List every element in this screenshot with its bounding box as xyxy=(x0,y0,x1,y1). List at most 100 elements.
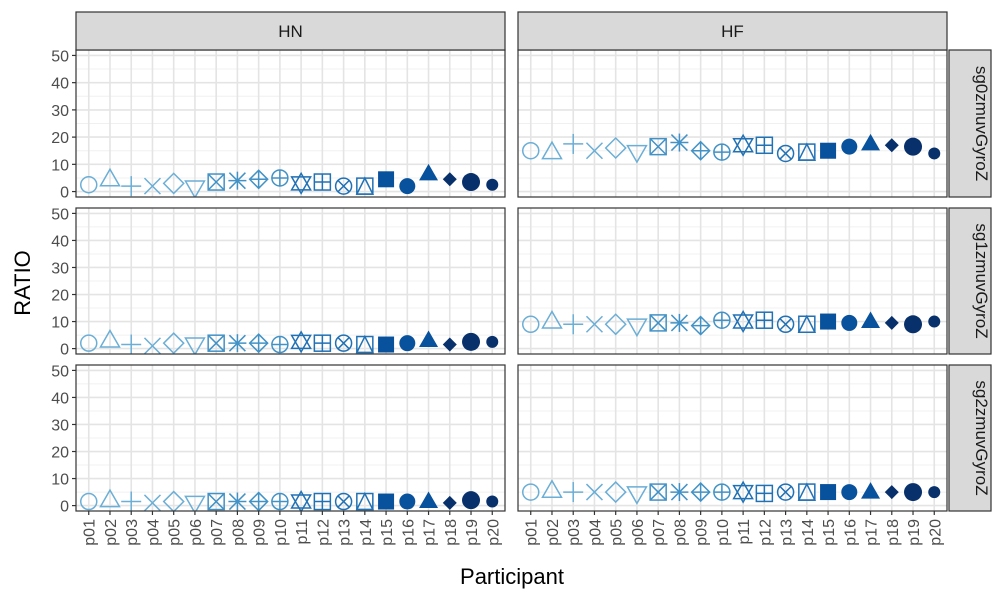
panel-border xyxy=(75,207,506,355)
data-point-p11 xyxy=(290,490,312,511)
data-point-p03 xyxy=(121,334,142,354)
data-point-p06 xyxy=(184,180,206,197)
data-point-p17 xyxy=(861,482,881,499)
data-point-p20 xyxy=(928,486,941,499)
data-point-p02 xyxy=(99,167,121,187)
panel-border xyxy=(517,364,948,512)
data-point-p20 xyxy=(486,495,499,508)
y-tick-label: 40 xyxy=(51,76,69,93)
data-point-p19 xyxy=(462,173,481,192)
row-strip-label: sg1zmuvGyroZ xyxy=(972,223,991,338)
x-tick-label: p04 xyxy=(587,519,604,546)
y-tick-label: 0 xyxy=(60,342,69,359)
data-point-p03 xyxy=(121,176,142,197)
data-point-p12 xyxy=(755,136,774,155)
x-tick-label: p18 xyxy=(443,519,460,546)
data-point-p10 xyxy=(713,311,731,329)
data-point-p16 xyxy=(841,314,858,331)
data-point-p12 xyxy=(755,484,774,503)
y-tick-label: 10 xyxy=(51,157,69,174)
data-point-p09 xyxy=(248,169,269,190)
y-tick-label: 0 xyxy=(60,185,69,202)
data-point-p05 xyxy=(604,481,627,504)
data-point-p01 xyxy=(521,315,540,334)
data-point-p06 xyxy=(626,486,648,505)
data-point-p11 xyxy=(732,310,754,334)
data-point-p05 xyxy=(604,313,627,336)
x-tick-label: p15 xyxy=(821,519,838,546)
data-point-p17 xyxy=(419,491,439,509)
x-tick-label: p20 xyxy=(485,519,502,546)
data-point-p01 xyxy=(521,483,540,501)
gridlines xyxy=(518,50,947,197)
y-tick-label: 50 xyxy=(51,206,69,223)
x-tick-label: p08 xyxy=(672,519,689,546)
data-point-p14 xyxy=(355,334,375,354)
data-point-p02 xyxy=(99,328,121,348)
data-point-p06 xyxy=(626,318,648,338)
x-tick-label: p08 xyxy=(230,519,247,546)
x-tick-label: p02 xyxy=(103,519,120,546)
data-point-p06 xyxy=(184,337,206,354)
data-point-p04 xyxy=(143,177,161,195)
x-tick-label: p14 xyxy=(358,519,375,546)
panels-layer xyxy=(75,49,948,512)
data-point-p11 xyxy=(290,171,312,195)
x-tick-label: p10 xyxy=(715,519,732,546)
data-point-p15 xyxy=(378,336,395,353)
data-point-p13 xyxy=(776,483,795,501)
data-point-p11 xyxy=(732,480,754,504)
panel-hf-sg1zmuvGyroZ xyxy=(517,207,948,355)
row-strip xyxy=(948,364,992,512)
x-tick-label: p02 xyxy=(545,519,562,546)
data-point-p02 xyxy=(541,479,563,498)
data-point-p16 xyxy=(841,484,858,501)
data-point-p06 xyxy=(626,144,648,164)
data-point-p13 xyxy=(776,315,795,334)
data-point-p07 xyxy=(207,492,225,511)
x-tick-label: p14 xyxy=(800,519,817,546)
data-point-p09 xyxy=(690,140,711,161)
facet-strips: HN HF sg0zmuvGyroZ sg1zmuvGyroZ sg2zmuvGyroZ xyxy=(75,11,992,512)
y-tick-label: 20 xyxy=(51,130,69,147)
data-point-p14 xyxy=(797,314,817,334)
x-tick-label: p12 xyxy=(315,519,332,546)
y-tick-label: 40 xyxy=(51,390,69,407)
x-tick-label: p15 xyxy=(379,519,396,546)
gridlines xyxy=(518,208,947,354)
points xyxy=(79,488,499,511)
data-point-p12 xyxy=(313,492,332,511)
data-point-p01 xyxy=(521,141,540,160)
data-point-p09 xyxy=(248,333,269,354)
data-point-p18 xyxy=(442,495,457,510)
col-strip-hn xyxy=(75,11,506,51)
x-tick-label: p05 xyxy=(609,519,626,546)
x-tick-label: p17 xyxy=(422,519,439,546)
points xyxy=(79,328,499,354)
data-point-p17 xyxy=(419,330,439,347)
data-point-p07 xyxy=(649,314,667,332)
x-tick-label: p11 xyxy=(294,519,311,545)
data-point-p09 xyxy=(690,315,711,336)
x-tick-label: p07 xyxy=(651,519,668,546)
y-tick-label: 50 xyxy=(51,363,69,380)
x-tick-label: p04 xyxy=(145,519,162,546)
x-tick-label: p09 xyxy=(694,519,711,546)
data-point-p01 xyxy=(79,176,98,194)
data-point-p19 xyxy=(904,137,923,156)
data-point-p16 xyxy=(399,178,416,195)
data-point-p07 xyxy=(649,483,667,501)
data-point-p04 xyxy=(585,315,603,333)
data-point-p10 xyxy=(271,492,289,511)
x-tick-label: p19 xyxy=(464,519,481,546)
data-point-p09 xyxy=(690,482,711,503)
data-point-p18 xyxy=(884,138,899,153)
data-point-p15 xyxy=(820,142,837,159)
data-point-p05 xyxy=(604,136,627,160)
x-tick-label: p16 xyxy=(842,519,859,546)
data-point-p13 xyxy=(776,144,795,163)
x-tick-label: p18 xyxy=(885,519,902,546)
panel-hf-sg2zmuvGyroZ xyxy=(517,364,948,512)
data-point-p13 xyxy=(334,334,353,352)
data-point-p20 xyxy=(486,335,499,348)
